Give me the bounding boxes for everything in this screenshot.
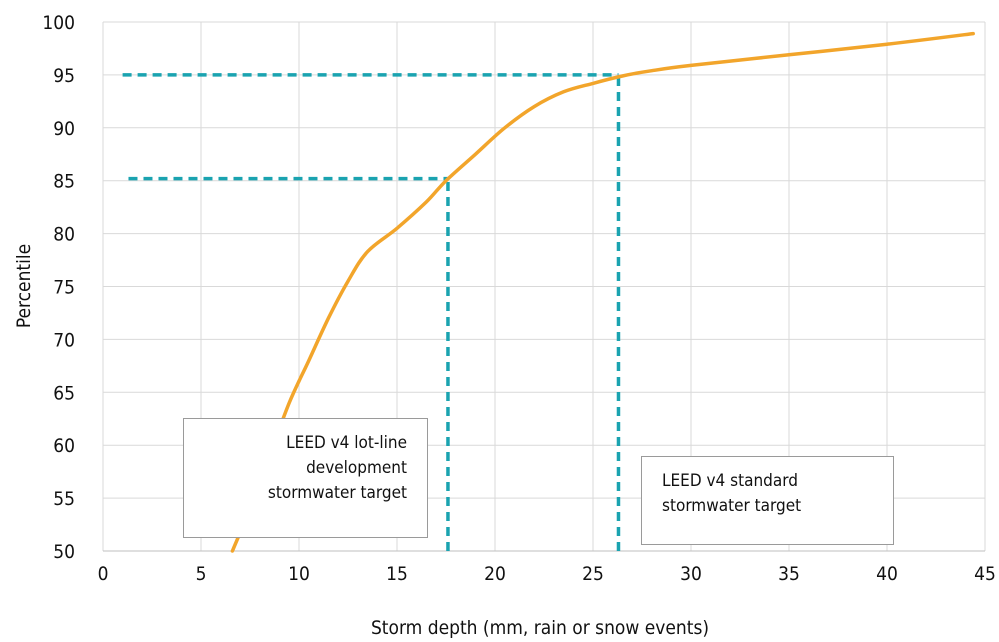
reference-lines bbox=[122, 73, 621, 551]
annotation-line: development bbox=[306, 458, 407, 478]
x-tick-labels: 0 5 10 15 20 25 30 35 40 45 bbox=[98, 563, 996, 585]
x-tick-label: 45 bbox=[974, 563, 996, 585]
x-tick-label: 10 bbox=[288, 563, 310, 585]
x-tick-label: 5 bbox=[196, 563, 207, 585]
y-axis-title: Percentile bbox=[13, 244, 35, 328]
series-line bbox=[230, 31, 975, 553]
axes bbox=[102, 22, 985, 552]
x-tick-label: 0 bbox=[98, 563, 109, 585]
annotation-standard-target: LEED v4 standard stormwater target bbox=[641, 456, 894, 545]
x-tick-label: 40 bbox=[876, 563, 898, 585]
y-tick-label: 80 bbox=[53, 224, 75, 246]
y-tick-label: 70 bbox=[53, 329, 75, 351]
x-tick-label: 15 bbox=[386, 563, 408, 585]
x-tick-label: 30 bbox=[680, 563, 702, 585]
annotation-line: LEED v4 lot-line bbox=[286, 433, 407, 453]
annotation-line: stormwater target bbox=[267, 483, 407, 503]
annotation-lot-line-target: LEED v4 lot-line development stormwater … bbox=[183, 418, 428, 538]
y-tick-label: 60 bbox=[53, 435, 75, 457]
annotation-line: LEED v4 standard bbox=[662, 471, 798, 491]
y-tick-label: 95 bbox=[53, 65, 75, 87]
y-tick-label: 50 bbox=[53, 541, 75, 563]
x-tick-label: 20 bbox=[484, 563, 506, 585]
y-tick-label: 65 bbox=[53, 382, 75, 404]
x-tick-label: 25 bbox=[582, 563, 604, 585]
series-layer bbox=[230, 31, 975, 553]
y-tick-labels: 50 55 60 65 70 75 80 85 90 95 100 bbox=[42, 12, 75, 563]
y-tick-label: 90 bbox=[53, 118, 75, 140]
y-tick-label: 85 bbox=[53, 171, 75, 193]
y-tick-label: 55 bbox=[53, 488, 75, 510]
x-tick-label: 35 bbox=[778, 563, 800, 585]
x-axis-title: Storm depth (mm, rain or snow events) bbox=[371, 617, 709, 639]
y-tick-label: 100 bbox=[42, 12, 75, 34]
y-tick-label: 75 bbox=[53, 277, 75, 299]
annotation-line: stormwater target bbox=[662, 496, 802, 516]
